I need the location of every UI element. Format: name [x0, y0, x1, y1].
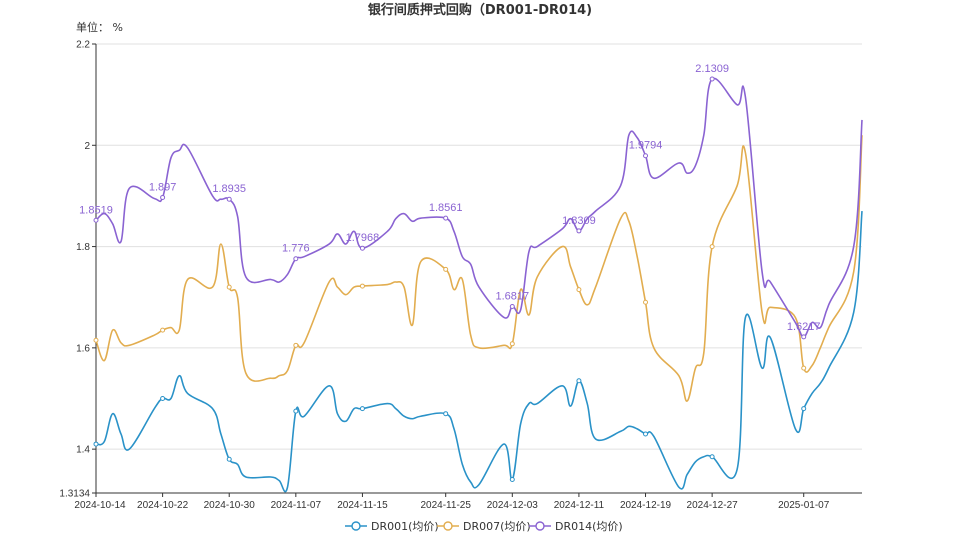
y-tick-label: 1.8: [76, 242, 90, 253]
data-point: [443, 215, 449, 221]
data-label: 2.1309: [695, 63, 729, 75]
x-tick-label: 2024-12-27: [687, 500, 739, 511]
data-point: [443, 266, 449, 272]
data-point: [443, 411, 449, 417]
x-tick-label: 2024-12-11: [554, 500, 605, 511]
data-point: [709, 76, 715, 82]
data-label: 1.6817: [495, 290, 529, 302]
data-point: [576, 228, 582, 234]
grid-lines: [96, 43, 862, 450]
legend-item-dr014[interactable]: DR014(均价): [529, 520, 623, 533]
series-line-dr007: [95, 135, 863, 402]
x-tick-label: 2024-10-14: [74, 500, 126, 511]
legend[interactable]: DR001(均价) DR007(均价) DR014(均价): [345, 520, 623, 533]
data-point: [226, 456, 232, 462]
data-point: [709, 244, 715, 250]
series-line-dr001: [95, 211, 863, 493]
y-tick-label: 1.3134: [59, 489, 90, 500]
legend-label: DR001(均价): [371, 520, 439, 533]
data-label: 1.8519: [79, 204, 113, 216]
data-point: [359, 245, 365, 251]
data-label: 1.7968: [346, 232, 380, 244]
data-point: [160, 396, 166, 402]
data-point: [509, 303, 515, 309]
data-point: [643, 431, 649, 437]
data-point: [226, 196, 232, 202]
y-tick-label: 2: [84, 141, 90, 152]
data-point: [709, 454, 715, 460]
data-point: [643, 153, 649, 159]
data-point: [160, 327, 166, 333]
data-point: [226, 284, 232, 290]
data-point: [93, 217, 99, 223]
unit-label: 单位： %: [76, 20, 123, 34]
legend-swatch-marker: [535, 521, 545, 531]
data-point: [801, 406, 807, 412]
data-label: 1.6217: [787, 321, 821, 333]
legend-label: DR014(均价): [555, 520, 623, 533]
data-label: 1.897: [149, 181, 177, 193]
legend-item-dr007[interactable]: DR007(均价): [437, 520, 531, 533]
data-point: [576, 287, 582, 293]
y-tick-label: 2.2: [76, 40, 90, 51]
data-label: 1.8561: [429, 202, 463, 214]
data-point: [160, 194, 166, 200]
data-point: [359, 406, 365, 412]
x-tick-label: 2025-01-07: [778, 500, 830, 511]
data-label: 1.8935: [212, 183, 246, 195]
chart-title: 银行间质押式回购（DR001-DR014): [368, 2, 592, 18]
legend-item-dr001[interactable]: DR001(均价): [345, 520, 439, 533]
series-dr007: [93, 135, 863, 402]
x-tick-label: 2024-11-25: [420, 500, 471, 511]
legend-swatch-marker: [443, 521, 453, 531]
x-tick-label: 2024-10-30: [204, 500, 256, 511]
legend-swatch-marker: [351, 521, 361, 531]
data-point: [93, 337, 99, 343]
data-point: [509, 477, 515, 483]
data-point: [643, 299, 649, 305]
data-label: 1.776: [282, 243, 310, 255]
data-point: [293, 256, 299, 262]
data-label: 1.8309: [562, 215, 596, 227]
data-point: [93, 441, 99, 447]
y-tick-label: 1.4: [76, 445, 90, 456]
data-point: [293, 342, 299, 348]
data-label: 1.9794: [629, 140, 663, 152]
data-point: [359, 283, 365, 289]
x-tick-label: 2024-11-07: [271, 500, 322, 511]
legend-label: DR007(均价): [463, 520, 531, 533]
x-tick-label: 2024-12-03: [487, 500, 539, 511]
y-tick-label: 1.6: [76, 343, 90, 354]
series-lines: [93, 76, 863, 493]
data-point: [509, 341, 515, 347]
series-line-dr014: [95, 77, 863, 338]
x-tick-label: 2024-12-19: [620, 500, 672, 511]
data-point: [293, 408, 299, 414]
point-labels: 1.8519 1.897 1.8935 1.776 1.7968 1.8561 1.6817…: [79, 63, 820, 333]
data-point: [801, 365, 807, 371]
x-tick-label: 2024-10-22: [137, 500, 189, 511]
data-point: [576, 378, 582, 384]
x-tick-label: 2024-11-15: [337, 500, 388, 511]
data-point: [801, 334, 807, 340]
series-dr014: [93, 76, 863, 340]
series-dr001: [93, 211, 863, 493]
